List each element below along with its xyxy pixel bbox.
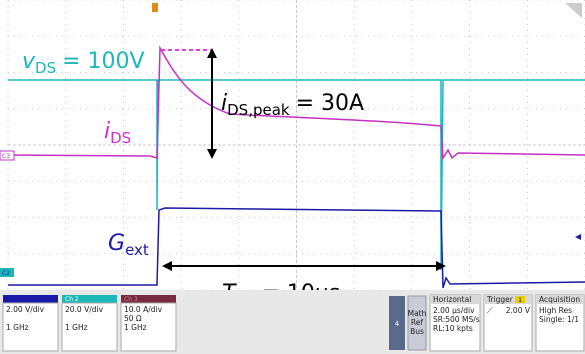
math-text: Math: [408, 309, 427, 318]
graticule-bg: [0, 0, 585, 290]
ch-term: 50 Ω: [124, 314, 142, 323]
ch3-box[interactable]: Ch 3 10.0 A/div 50 Ω 1 GHz: [121, 295, 176, 351]
ch2-box[interactable]: Ch 2 20.0 V/div 1 GHz: [62, 295, 117, 351]
c3-text: C3: [2, 153, 10, 160]
trigger-box[interactable]: Trigger 1 ⟋ 2.00 V: [484, 295, 532, 351]
box-title: Trigger: [486, 295, 514, 304]
math-text: Bus: [410, 327, 424, 336]
ch-name: Ch 3: [124, 296, 138, 303]
h-scale: 2.00 µs/div: [433, 306, 475, 315]
acq-mode: High Res: [539, 306, 572, 315]
ch-bw: 1 GHz: [65, 323, 88, 332]
acq-box[interactable]: Acquisition High Res Single: 1/1: [536, 295, 584, 351]
box-title: Horizontal: [433, 295, 471, 304]
h-rl: RL:10 kpts: [433, 324, 473, 333]
trig-slope: ⟋: [487, 306, 493, 315]
ch-scale: 10.0 A/div: [124, 305, 163, 314]
ch1-box[interactable]: Ch 1 2.00 V/div 1 GHz: [3, 295, 58, 351]
box-title: Acquisition: [539, 295, 580, 304]
c2-text: C2: [2, 270, 10, 277]
trig-source: 1: [518, 297, 522, 304]
page: {"annotations":{ "vds":{"symbol":"v","su…: [0, 0, 585, 354]
trigger-marker: [152, 3, 158, 12]
count-text: 4: [395, 320, 400, 328]
scope-screen: vDS= 100V iDS iDS,peak= 30A Gext TSC= 10…: [0, 0, 585, 354]
acq-count: Single: 1/1: [539, 315, 579, 324]
trig-level: 2.00 V: [506, 306, 531, 315]
ch-scale: 2.00 V/div: [6, 305, 45, 314]
h-sr: SR:500 MS/s: [433, 315, 480, 324]
ch-bw: 1 GHz: [6, 323, 29, 332]
ch-scale: 20.0 V/div: [65, 305, 104, 314]
ch-bw: 1 GHz: [124, 323, 147, 332]
horizontal-box[interactable]: Horizontal 2.00 µs/div SR:500 MS/s RL:10…: [430, 295, 480, 351]
ch-name: Ch 2: [65, 296, 79, 303]
math-text: Ref: [411, 318, 423, 327]
ch-name: Ch 1: [6, 296, 20, 303]
